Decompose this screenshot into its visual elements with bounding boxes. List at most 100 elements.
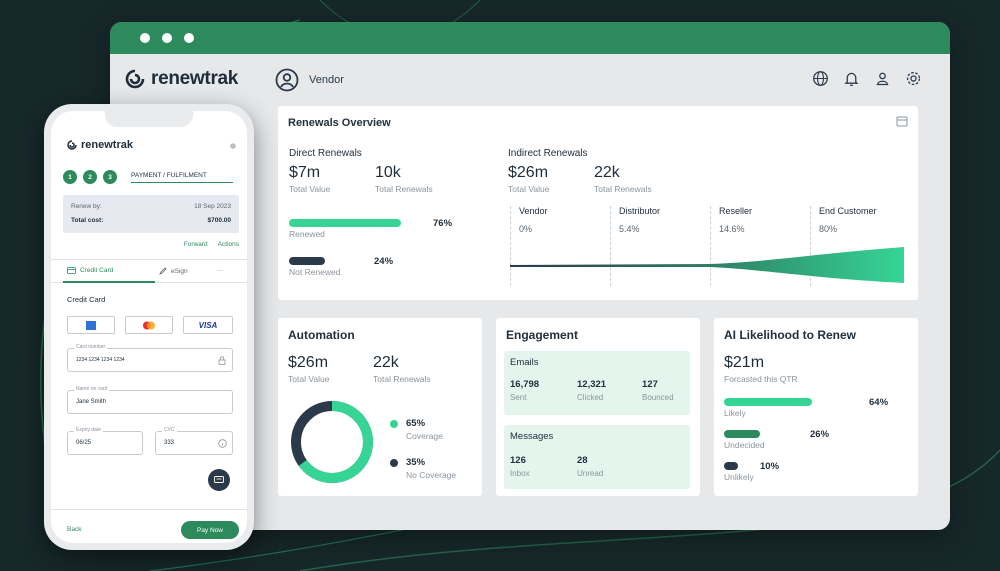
emails-bounced: 127 Bounced (642, 379, 674, 402)
tab-esign[interactable]: eSign (159, 267, 188, 275)
card-title: Renewals Overview (288, 117, 391, 129)
metric-value: 10k (375, 164, 401, 181)
info-icon[interactable] (218, 439, 227, 448)
unlikely-pct: 10% (760, 461, 780, 472)
coverage-arc (291, 401, 373, 483)
channel-name: Distributor (619, 206, 661, 216)
stat-label: Sent (510, 393, 527, 402)
expiry-date-field[interactable]: Expiry date 06/25 (67, 427, 143, 455)
channel-value: 14.6% (719, 224, 745, 234)
stat-label: Bounced (642, 393, 674, 402)
settings-icon[interactable] (229, 142, 237, 150)
ai-forecast: $21m Forcasted this QTR (724, 354, 798, 384)
mastercard-option[interactable] (125, 316, 173, 334)
coverage-donut (291, 401, 373, 483)
brand-name: renewtrak (81, 139, 133, 151)
indirect-total-value: $26m Total Value (508, 164, 549, 194)
calendar-icon[interactable] (896, 115, 908, 127)
logo[interactable]: renewtrak (125, 68, 238, 90)
emails-panel[interactable]: Emails 16,798 Sent 12,321 Clicked 127 Bo… (504, 351, 690, 415)
stat-label: Clicked (577, 393, 604, 402)
window-dot-icon[interactable] (140, 33, 150, 43)
visa-option[interactable]: VISA (183, 316, 233, 334)
gear-icon[interactable] (905, 70, 922, 87)
window-title-bar (110, 22, 950, 54)
automation-total-value: $26m Total Value (288, 354, 329, 384)
metric-value: 22k (373, 354, 399, 371)
emails-clicked: 12,321 Clicked (577, 379, 606, 402)
metric-label: Total Renewals (375, 184, 433, 194)
user-menu[interactable]: Vendor (275, 68, 344, 92)
field-label: CVC (162, 427, 177, 433)
bottom-divider (51, 509, 247, 510)
brand-name: renewtrak (151, 68, 239, 89)
legend-no-coverage: 35% No Coverage (390, 457, 456, 480)
cvc-field[interactable]: CVC 333 (155, 427, 233, 455)
actions-link[interactable]: Actions (217, 241, 239, 248)
stat-value: 12,321 (577, 379, 607, 390)
order-summary: Renew by: 18 Sep 2023 Total cost: $700.0… (63, 195, 239, 233)
metric-label: Total Renewals (373, 374, 431, 384)
step-2[interactable]: 2 (83, 170, 97, 184)
globe-icon[interactable] (812, 70, 829, 87)
unlikely-bar (724, 462, 738, 470)
channel-name: Vendor (519, 206, 548, 216)
renew-by-row: Renew by: 18 Sep 2023 (71, 203, 231, 210)
unlikely-row: Unlikely (724, 462, 862, 482)
tab-credit-card[interactable]: Credit Card (67, 267, 113, 274)
header-actions (812, 70, 922, 87)
user-icon[interactable] (874, 70, 891, 87)
metric-label: Total Value (288, 374, 330, 384)
funnel-column: End Customer 80% (810, 206, 877, 286)
metric-value: 22k (594, 164, 620, 181)
name-on-card-field[interactable]: Name on card Jane Smith (67, 386, 233, 414)
step-1[interactable]: 1 (63, 170, 77, 184)
channel-value: 0% (519, 224, 533, 234)
not-renewed-label: Not Renewed (289, 267, 341, 277)
credit-card-icon (67, 267, 76, 274)
chat-icon (214, 475, 224, 483)
messages-inbox: 126 Inbox (510, 455, 530, 478)
step-3[interactable]: 3 (103, 170, 117, 184)
amex-icon (86, 320, 96, 330)
app-header: renewtrak Vendor (110, 54, 950, 110)
renewtrak-logo-icon (125, 69, 145, 89)
field-value: 06/25 (76, 440, 92, 446)
renewals-overview-card: Renewals Overview Direct Renewals $7m To… (278, 106, 918, 300)
direct-total-value: $7m Total Value (289, 164, 330, 194)
bell-icon[interactable] (843, 70, 860, 87)
payment-tabs: Credit Card eSign ··· (51, 259, 247, 283)
window-dot-icon[interactable] (162, 33, 172, 43)
undecided-row: Undecided (724, 430, 862, 450)
no-coverage-label: No Coverage (406, 470, 457, 480)
messages-panel[interactable]: Messages 126 Inbox 28 Unread (504, 425, 690, 489)
stat-value: 127 (642, 379, 658, 390)
funnel-column: Vendor 0% (510, 206, 548, 286)
back-button[interactable]: Back (67, 526, 82, 533)
coverage-pct: 65% (406, 418, 426, 429)
chat-button[interactable] (208, 469, 230, 491)
field-value: 333 (164, 440, 175, 446)
legend-coverage: 65% Coverage (390, 418, 443, 441)
tab-more[interactable]: ··· (217, 267, 224, 274)
phone-logo[interactable]: renewtrak (67, 139, 133, 151)
renew-by-value: 18 Sep 2023 (194, 203, 231, 210)
likely-row: Likely (724, 398, 862, 418)
forward-link[interactable]: Forward (183, 241, 208, 248)
amex-option[interactable] (67, 316, 115, 334)
total-cost-value: $700.00 (207, 217, 232, 224)
card-number-field[interactable]: Card number 1234 1234 1234 1234 (67, 344, 233, 372)
lock-icon (218, 356, 226, 365)
ai-likelihood-card: AI Likelihood to Renew $21m Forcasted th… (714, 318, 918, 496)
emails-sent: 16,798 Sent (510, 379, 539, 402)
tab-label: Credit Card (80, 267, 114, 274)
funnel-column: Distributor 5.4% (610, 206, 660, 286)
total-cost-label: Total cost: (71, 217, 104, 224)
step-indicator: 1 2 3 PAYMENT / FULFILMENT (63, 170, 233, 184)
pay-now-button[interactable]: Pay Now (181, 521, 239, 539)
card-title: Automation (288, 328, 355, 342)
automation-total-renewals: 22k Total Renewals (373, 354, 431, 384)
direct-total-renewals: 10k Total Renewals (375, 164, 433, 194)
more-icon: ··· (217, 267, 224, 274)
window-dot-icon[interactable] (184, 33, 194, 43)
